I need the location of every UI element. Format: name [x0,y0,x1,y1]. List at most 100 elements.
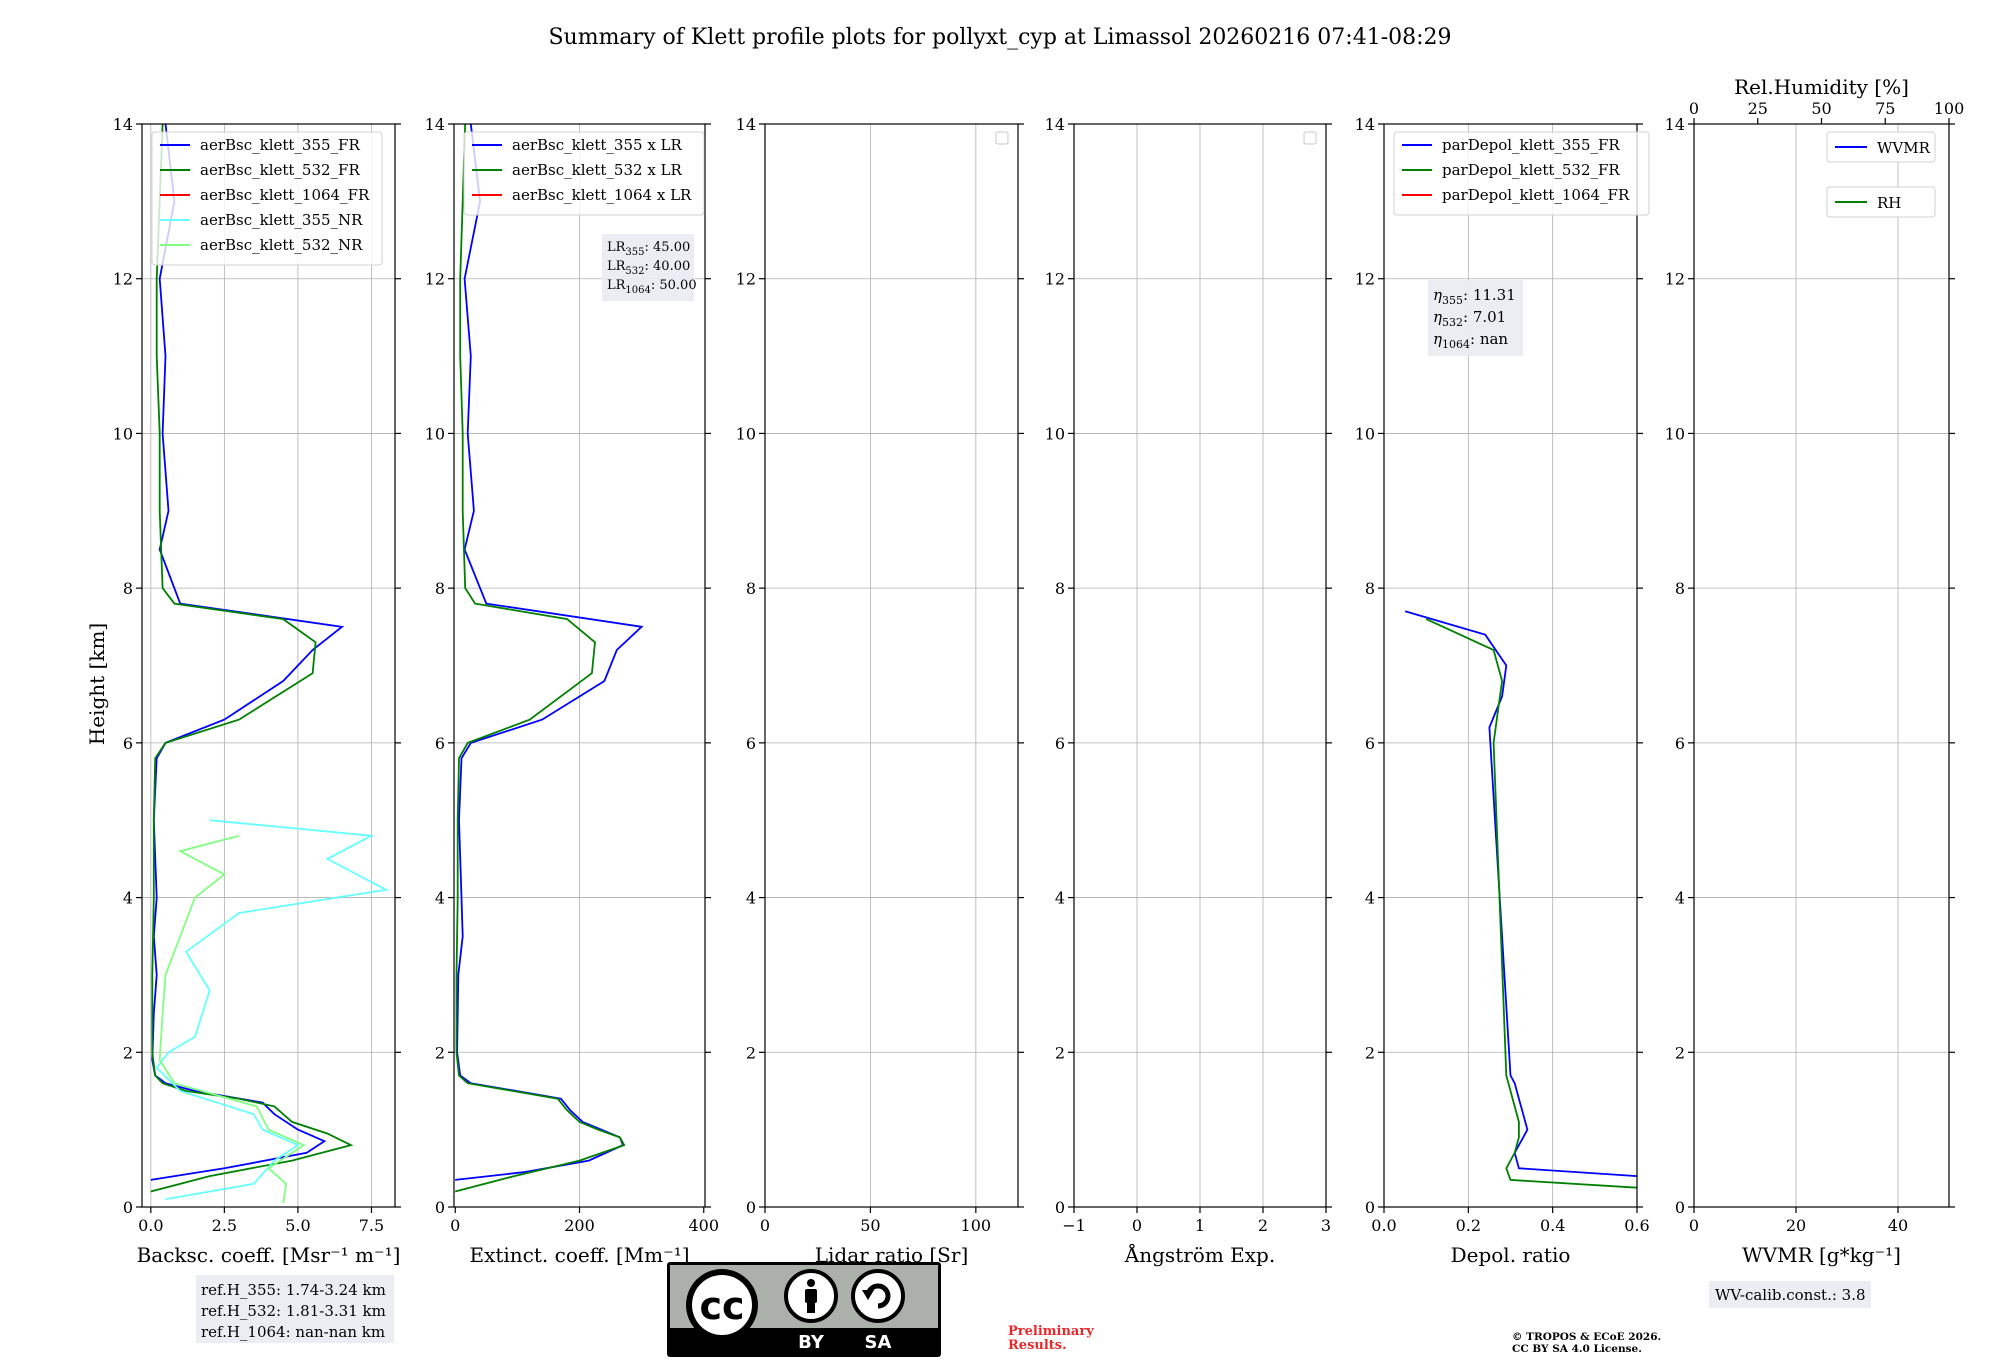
x-tick-label: 0 [760,1216,770,1235]
y-tick-label: 2 [123,1043,133,1062]
y-tick-label: 6 [1675,734,1685,753]
y-tick-label: 10 [1665,424,1685,443]
y-tick-label: 8 [1055,579,1065,598]
legend-entry: aerBsc_klett_355 x LR [512,136,683,154]
person-icon [784,1269,838,1323]
axes-frame [141,123,396,1208]
panel-depolarization: 0 2 4 6 8 10 12 14 0.0 0.2 0.4 0.6 Depol. ratio parDe… [1355,115,1650,1267]
y-tick-label: 14 [1665,115,1685,134]
legend: aerBsc_klett_355_FR aerBsc_klett_532_FRae… [151,131,383,266]
y-tick-label: 0 [1365,1198,1375,1217]
info-row: LR355: 45.00 [607,240,690,258]
legend-entry: aerBsc_klett_355_NR [200,211,363,229]
top-x-tick-label: 100 [1934,99,1965,118]
info-row: η355: 11.31 [1433,286,1516,307]
y-axis-label: Height [km] [85,623,109,745]
x-tick-label: 0 [450,1216,460,1235]
y-tick-label: 4 [435,889,445,908]
y-tick-label: 4 [746,889,756,908]
info-row: LR1064: 50.00 [607,278,697,296]
y-tick-label: 4 [1365,889,1375,908]
cc-by-label: BY [798,1332,825,1353]
x-tick-label: 0.2 [1456,1216,1481,1235]
x-tick-label: 0.0 [138,1216,163,1235]
y-tick-label: 12 [1665,270,1685,289]
legend-entry: aerBsc_klett_532_NR [200,236,363,254]
y-tick-label: 10 [1045,424,1065,443]
y-tick-label: 2 [746,1043,756,1062]
x-axis-label: Backsc. coeff. [Msr⁻¹ m⁻¹] [137,1243,401,1267]
top-x-tick-label: 0 [1689,99,1699,118]
x-tick-label: 100 [961,1216,992,1235]
y-tick-label: 8 [123,579,133,598]
x-tick-label: 2 [1258,1216,1268,1235]
share-alike-icon [851,1269,905,1323]
series-aerBsc_klett_355_NR [155,819,390,1201]
y-tick-label: 6 [1055,734,1065,753]
top-x-tick-label: 25 [1748,99,1768,118]
panel-backscatter: 0 2 4 6 8 10 12 14 0.0 2.5 5.0 7.5 Backsc. coeff. [M… [113,115,401,1267]
legend-entry: aerBsc_klett_532 x LR [512,161,683,179]
axes-frame [764,123,1019,1208]
panel-extinction: 0 2 4 6 8 10 12 14 0 200 400 Extinct. coeff. [Mm⁻¹]… [425,115,719,1267]
top-x-tick-label: 75 [1875,99,1895,118]
legend-entry: aerBsc_klett_532_FR [200,161,360,179]
wv-calib-const: WV-calib.const.: 3.8 [1715,1286,1866,1304]
preliminary-line-1: Preliminary [1008,1324,1094,1339]
x-tick-label: 0 [1689,1216,1699,1235]
y-tick-label: 14 [113,115,133,134]
figure-title: Summary of Klett profile plots for polly… [548,25,1451,50]
legend-entry: WVMR [1877,139,1931,157]
legend-entry: parDepol_klett_355_FR [1442,136,1620,154]
x-axis-label: WVMR [g*kg⁻¹] [1742,1243,1901,1267]
ref-height-box: ref.H_355: 1.74-3.24 km ref.H_532: 1.81-… [196,1275,394,1343]
y-tick-label: 12 [113,270,133,289]
info-row: η1064: nan [1433,330,1508,351]
series-aerBsc_klett_355_FR [150,124,345,1181]
x-axis-label: Depol. ratio [1451,1243,1571,1267]
copyright-line-1: © TROPOS & ECoE 2026. [1512,1331,1661,1343]
copyright-line-2: CC BY SA 4.0 License. [1512,1343,1642,1355]
legend-entry: parDepol_klett_532_FR [1442,161,1620,179]
y-tick-label: 8 [435,579,445,598]
y-tick-label: 4 [123,889,133,908]
x-tick-label: 200 [564,1216,595,1235]
y-tick-label: 6 [1365,734,1375,753]
x-tick-label: 2.5 [212,1216,237,1235]
y-tick-label: 0 [123,1198,133,1217]
y-tick-label: 10 [425,424,445,443]
legend-entry: aerBsc_klett_1064 x LR [512,186,692,204]
legend: WVMR [1826,131,1936,163]
x-axis-label: Extinct. coeff. [Mm⁻¹] [469,1243,689,1267]
y-tick-label: 14 [736,115,756,134]
x-tick-label: 0.4 [1540,1216,1565,1235]
y-tick-label: 14 [1355,115,1375,134]
y-tick-label: 8 [1675,579,1685,598]
y-tick-label: 10 [736,424,756,443]
series-aerBsc_klett_532 x LR [454,124,626,1193]
y-tick-label: 0 [435,1198,445,1217]
legend-entry: parDepol_klett_1064_FR [1442,186,1630,204]
series-aerBsc_klett_532_NR [158,834,306,1204]
ref-h-355: ref.H_355: 1.74-3.24 km [201,1281,386,1299]
y-tick-label: 2 [1675,1043,1685,1062]
cc-mark: cc [699,1284,744,1328]
x-tick-label: 1 [1195,1216,1205,1235]
preliminary-line-2: Results. [1008,1338,1067,1353]
info-row: η532: 7.01 [1433,308,1506,329]
series-parDepol_klett_355_FR [1404,610,1637,1177]
y-tick-label: 6 [435,734,445,753]
axes-frame [1383,123,1638,1208]
x-tick-label: 3 [1321,1216,1331,1235]
y-tick-label: 12 [1355,270,1375,289]
y-tick-label: 6 [746,734,756,753]
legend-entry: aerBsc_klett_355_FR [200,136,360,154]
series-parDepol_klett_532_FR [1425,618,1637,1189]
y-tick-label: 10 [113,424,133,443]
x-tick-label: 0.6 [1624,1216,1649,1235]
empty-legend [995,131,1009,145]
